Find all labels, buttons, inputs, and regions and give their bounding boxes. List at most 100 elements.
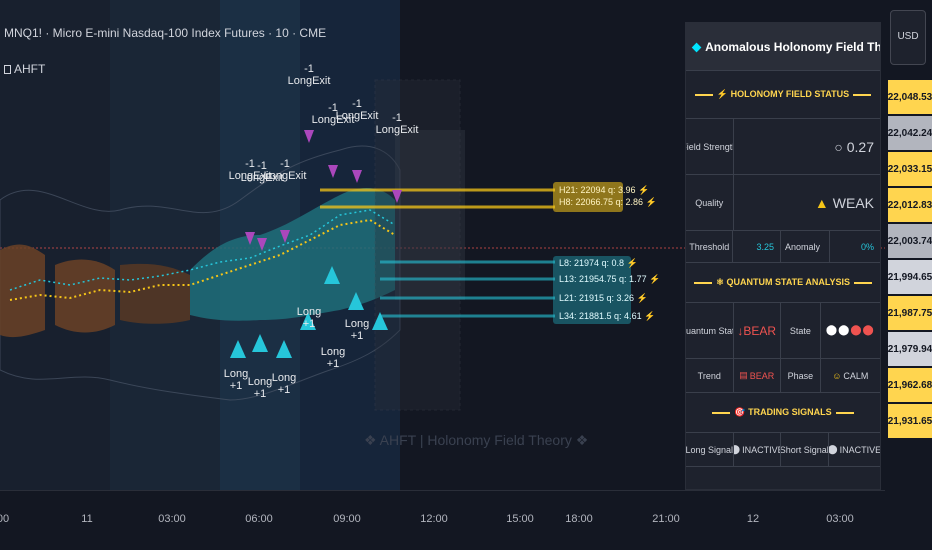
signal-type: LongExit xyxy=(287,75,331,87)
signal-type: Long xyxy=(223,368,249,380)
signal-qty: -1 xyxy=(257,160,267,172)
signal-label: Long +1 xyxy=(297,306,321,330)
signal-type: LongExit xyxy=(228,170,272,182)
signal-type: LongExit xyxy=(375,124,419,136)
trend-label: Trend xyxy=(686,359,734,392)
field-strength-label: Field Strength xyxy=(686,119,734,174)
price-tag: 21,979.94 xyxy=(888,332,932,366)
price-tag: 22,042.24 xyxy=(888,116,932,150)
section-signals: 🎯 TRADING SIGNALS xyxy=(686,393,880,433)
signal-label: Long +1 xyxy=(345,318,369,342)
row-quantum-state: Quantum State ↓BEAR State ⬤⬤⬤⬤ xyxy=(686,303,880,359)
signal-type: Long xyxy=(320,346,346,358)
time-label: 12 xyxy=(746,513,760,525)
section-quantum: ⚛ QUANTUM STATE ANALYSIS xyxy=(686,263,880,303)
signal-label: -1 LongExit xyxy=(376,112,419,136)
time-label: 18:00 xyxy=(565,513,593,525)
section-field-status: ⚡ HOLONOMY FIELD STATUS xyxy=(686,71,880,119)
signal-qty: -1 xyxy=(245,158,255,170)
time-axis[interactable]: 00 11 03:00 06:00 09:00 12:00 15:00 18:00 21:00 1… xyxy=(0,490,885,550)
quality-label: Quality xyxy=(686,175,734,230)
time-label: 03:00 xyxy=(158,513,186,525)
chart-canvas[interactable] xyxy=(0,0,885,490)
price-tag: 21,962.68 xyxy=(888,368,932,402)
signal-label: -1 LongExit xyxy=(229,158,272,182)
quality-value-cell: ▲ WEAK xyxy=(734,175,881,230)
level-tag-l21: L21: 21915 q: 3.26 ⚡ xyxy=(559,293,648,303)
row-quality: Quality ▲ WEAK xyxy=(686,175,880,231)
signal-label: Long +1 xyxy=(224,368,248,392)
indicator-title[interactable]: AHFT xyxy=(4,62,45,76)
section-quantum-label: ⚛ QUANTUM STATE ANALYSIS xyxy=(715,277,851,287)
quantum-state-value: BEAR xyxy=(743,323,777,338)
field-strength-value: ○ 0.27 xyxy=(834,138,874,155)
trend-value: BEAR xyxy=(749,370,775,381)
state-label: State xyxy=(781,303,821,358)
phase-value: CALM xyxy=(843,370,869,381)
row-field-strength: Field Strength ○ 0.27 xyxy=(686,119,880,175)
section-signals-label: 🎯 TRADING SIGNALS xyxy=(734,407,832,417)
signal-label: Long +1 xyxy=(248,376,272,400)
inactive-dot-icon: ⬤ xyxy=(829,444,838,455)
price-tag: 22,033.15 xyxy=(888,152,932,186)
signal-qty: +1 xyxy=(229,380,243,392)
signal-qty: -1 xyxy=(304,63,314,75)
short-signal-value: INACTIVE xyxy=(839,444,881,455)
signal-qty: -1 xyxy=(280,158,290,170)
row-signals: Long Signal ⬤INACTIVE Short Signal ⬤INAC… xyxy=(686,433,880,467)
threshold-label: Threshold xyxy=(686,231,734,262)
signal-qty: +1 xyxy=(302,318,316,330)
signal-qty: +1 xyxy=(350,330,364,342)
time-label: 03:00 xyxy=(826,513,854,525)
signal-type: LongExit xyxy=(240,172,284,184)
time-label: 21:00 xyxy=(652,513,680,525)
state-dots: ⬤⬤ ⬤⬤ xyxy=(825,325,875,336)
signal-label: -1 LongExit xyxy=(241,160,284,184)
time-label: 00 xyxy=(0,513,10,525)
signal-label: Long +1 xyxy=(272,372,296,396)
phase-value-cell: ☺ CALM xyxy=(821,359,880,392)
chart-down-icon: ▤ xyxy=(739,370,748,380)
currency-button[interactable]: USD xyxy=(890,10,926,65)
signal-label: Long +1 xyxy=(321,346,345,370)
level-tag-l8: L8: 21974 q: 0.8 ⚡ xyxy=(559,258,638,268)
inactive-dot-icon: ⬤ xyxy=(734,444,741,455)
signal-qty: +1 xyxy=(277,384,291,396)
threshold-value: 3.25 xyxy=(733,231,781,262)
price-tag: 22,048.53 xyxy=(888,80,932,114)
warning-icon: ▲ xyxy=(814,194,829,211)
short-signal-label: Short Signal xyxy=(781,433,829,466)
signal-label: -1 LongExit xyxy=(336,98,379,122)
anomaly-value: 0% xyxy=(860,241,874,252)
quantum-state-value-cell: ↓ BEAR xyxy=(734,303,782,358)
row-threshold: Threshold 3.25 Anomaly 0% xyxy=(686,231,880,263)
long-signal-value-cell: ⬤INACTIVE xyxy=(734,433,782,466)
indicator-toggle-icon[interactable] xyxy=(4,65,11,74)
signal-type: Long xyxy=(271,372,297,384)
signal-qty: -1 xyxy=(392,112,402,124)
signal-qty: -1 xyxy=(352,98,362,110)
short-signal-value-cell: ⬤INACTIVE xyxy=(829,433,880,466)
time-label: 11 xyxy=(81,513,93,525)
time-label: 12:00 xyxy=(420,513,448,525)
level-tag-h21: H21: 22094 q: 3.96 ⚡ xyxy=(559,185,650,195)
signal-type: Long xyxy=(247,376,273,388)
crystal-icon: ⬥ xyxy=(692,38,702,54)
signal-qty: -1 xyxy=(328,102,338,114)
level-tag-l13: L13: 21954.75 q: 1.77 ⚡ xyxy=(559,274,661,284)
time-label: 09:00 xyxy=(333,513,361,525)
symbol-title: MNQ1! · Micro E-mini Nasdaq-100 Index Fu… xyxy=(4,26,327,40)
price-tag: 21,994.65 xyxy=(888,260,932,294)
price-axis[interactable]: USD 22,048.53 22,042.24 22,033.15 22,012.83… xyxy=(885,0,932,550)
signal-type: Long xyxy=(296,306,322,318)
row-trend: Trend ▤ BEAR Phase ☺ CALM xyxy=(686,359,880,393)
anomaly-label: Anomaly xyxy=(781,231,831,262)
time-label: 06:00 xyxy=(245,513,273,525)
signal-type: Long xyxy=(344,318,370,330)
long-signal-label: Long Signal xyxy=(686,433,734,466)
quality-value: WEAK xyxy=(832,194,874,211)
chart-area[interactable]: MNQ1! · Micro E-mini Nasdaq-100 Index Fu… xyxy=(0,0,885,490)
signal-type: LongExit xyxy=(311,114,355,126)
level-tag-h8: H8: 22066.75 q: 2.86 ⚡ xyxy=(559,197,657,207)
signal-label: -1 LongExit xyxy=(288,63,331,87)
